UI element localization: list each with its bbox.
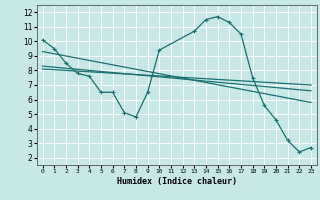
X-axis label: Humidex (Indice chaleur): Humidex (Indice chaleur) <box>117 177 237 186</box>
